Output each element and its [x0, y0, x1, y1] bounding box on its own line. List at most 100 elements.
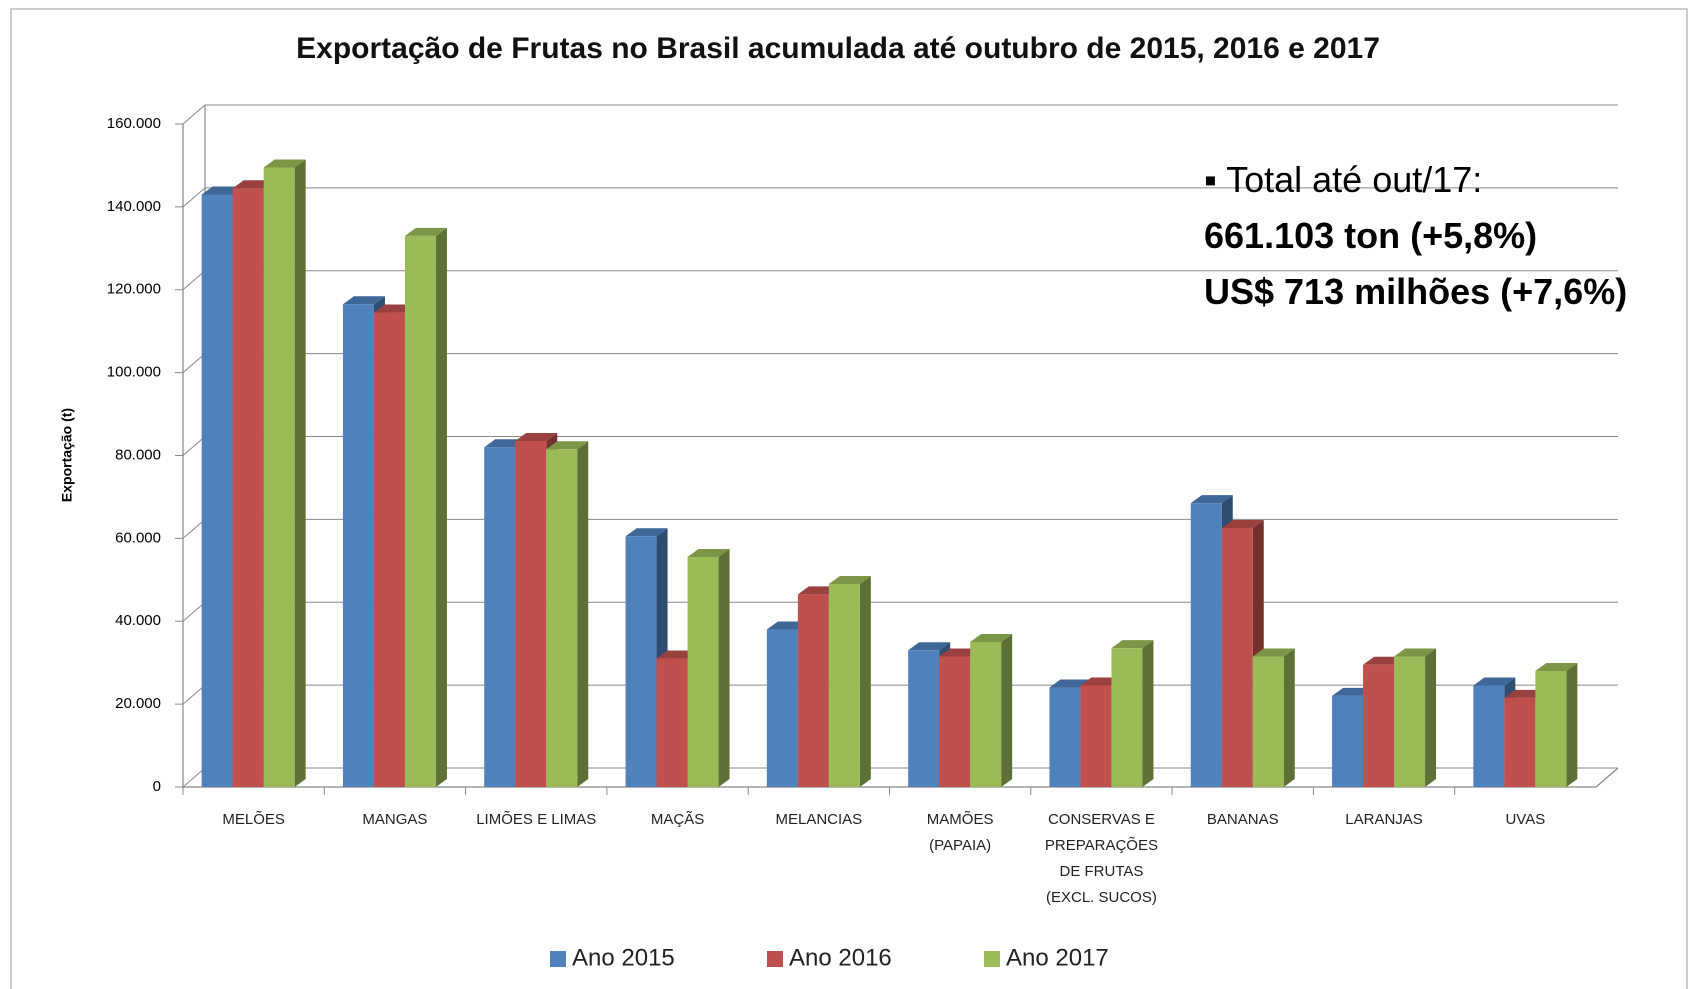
x-tick-label: MELANCIAS: [775, 811, 863, 828]
bar: [1535, 662, 1578, 787]
y-tick-label: 140.000: [107, 198, 161, 215]
bar-face: [484, 447, 516, 787]
axis-line: [1595, 767, 1619, 788]
bar-top: [1473, 677, 1516, 686]
bar: [1111, 640, 1154, 787]
y-tick-label: 120.000: [107, 281, 161, 298]
bar-top: [1190, 495, 1233, 504]
legend-swatch: [984, 951, 1000, 967]
grid-line: [182, 187, 206, 208]
bar-top: [342, 296, 385, 305]
grid-line: [182, 518, 206, 539]
bar-face: [828, 583, 860, 787]
bar: [687, 549, 730, 787]
bar-face: [625, 536, 657, 787]
bar-side: [1566, 662, 1578, 787]
bar-face: [939, 656, 971, 787]
bar-face: [766, 629, 798, 787]
bar-side: [1142, 640, 1154, 787]
chart-frame: [10, 8, 1688, 989]
bar-side: [1425, 648, 1437, 787]
bar: [970, 633, 1013, 787]
bar-face: [797, 594, 829, 787]
bar-top: [908, 642, 951, 651]
y-tick-label: 80.000: [115, 446, 161, 463]
bar: [1394, 648, 1437, 787]
bar-top: [1394, 648, 1437, 657]
bar-side: [1001, 633, 1013, 787]
bar-side: [859, 575, 871, 787]
annotation: 661.103 ton (+5,8%): [1204, 215, 1538, 256]
bar-side: [718, 549, 730, 787]
x-tick-label: MELÕES: [222, 811, 285, 828]
grid-line: [182, 353, 206, 374]
legend-swatch: [767, 951, 783, 967]
bar-top: [263, 159, 306, 168]
bar-face: [1535, 670, 1567, 787]
bar-side: [294, 159, 306, 787]
bar-face: [656, 658, 688, 787]
x-tick-label: LARANJAS: [1345, 811, 1423, 828]
bar-face: [263, 167, 295, 787]
bar-side: [577, 441, 589, 787]
legend-label: Ano 2015: [572, 944, 675, 971]
bar-face: [1504, 697, 1536, 787]
bar-face: [1080, 685, 1112, 787]
grid-line: [182, 436, 206, 456]
bar-face: [1394, 656, 1426, 787]
chart-title: Exportação de Frutas no Brasil acumulada…: [296, 32, 1380, 65]
bar-face: [404, 235, 436, 788]
x-tick-label: BANANAS: [1206, 811, 1279, 828]
legend-label: Ano 2016: [789, 944, 892, 971]
y-tick-label: 60.000: [115, 529, 161, 546]
bar-face: [342, 304, 374, 787]
grid-line: [182, 601, 206, 622]
annotation-box: ▪ Total até out/17: 661.103 ton (+5,8%) …: [1204, 152, 1627, 320]
annotation: ▪ Total até out/17:: [1204, 159, 1483, 200]
bar-top: [625, 528, 668, 537]
bar: [263, 159, 306, 787]
grid-line: [182, 684, 206, 705]
bar-face: [546, 449, 578, 787]
bar: [1252, 648, 1295, 787]
bar-face: [970, 641, 1002, 787]
bar-face: [1252, 656, 1284, 787]
annotation: US$ 713 milhões (+7,6%): [1204, 271, 1628, 312]
bar-top: [687, 549, 730, 558]
bar-face: [515, 440, 547, 787]
bar-top: [1252, 648, 1295, 657]
bar-top: [515, 432, 558, 441]
x-tick-label: UVAS: [1505, 811, 1546, 828]
bar-side: [1283, 648, 1295, 787]
x-tick-label: MANGAS: [362, 811, 428, 828]
x-tick-label: LIMÕES E LIMAS: [476, 811, 597, 828]
bar-face: [1111, 648, 1143, 787]
grid-line: [182, 104, 206, 125]
bar: [828, 575, 871, 787]
bar-face: [1190, 503, 1222, 787]
legend-label: Ano 2017: [1006, 944, 1109, 971]
x-tick-label: CONSERVAS E PREPARAÇÕES DE FRUTAS (EXCL.…: [1044, 811, 1158, 906]
x-tick-label: MAÇÃS: [650, 811, 705, 828]
bar-face: [1332, 695, 1364, 787]
grid-line: [182, 270, 206, 291]
bar-face: [687, 557, 719, 787]
bar-top: [1535, 662, 1578, 671]
bar-top: [404, 227, 447, 236]
bar: [404, 227, 447, 788]
legend-swatch: [550, 951, 566, 967]
bar-face: [908, 650, 940, 787]
bar-face: [1049, 687, 1081, 787]
bar-face: [1221, 528, 1253, 787]
bar-side: [435, 227, 447, 788]
y-tick-label: 160.000: [107, 115, 161, 132]
bar: [546, 441, 589, 787]
bar-top: [1221, 520, 1264, 529]
bar-top: [1111, 640, 1154, 649]
y-tick-label: 20.000: [115, 695, 161, 712]
bar-face: [201, 194, 233, 788]
bar-face: [1363, 664, 1395, 787]
bar-top: [970, 633, 1013, 642]
